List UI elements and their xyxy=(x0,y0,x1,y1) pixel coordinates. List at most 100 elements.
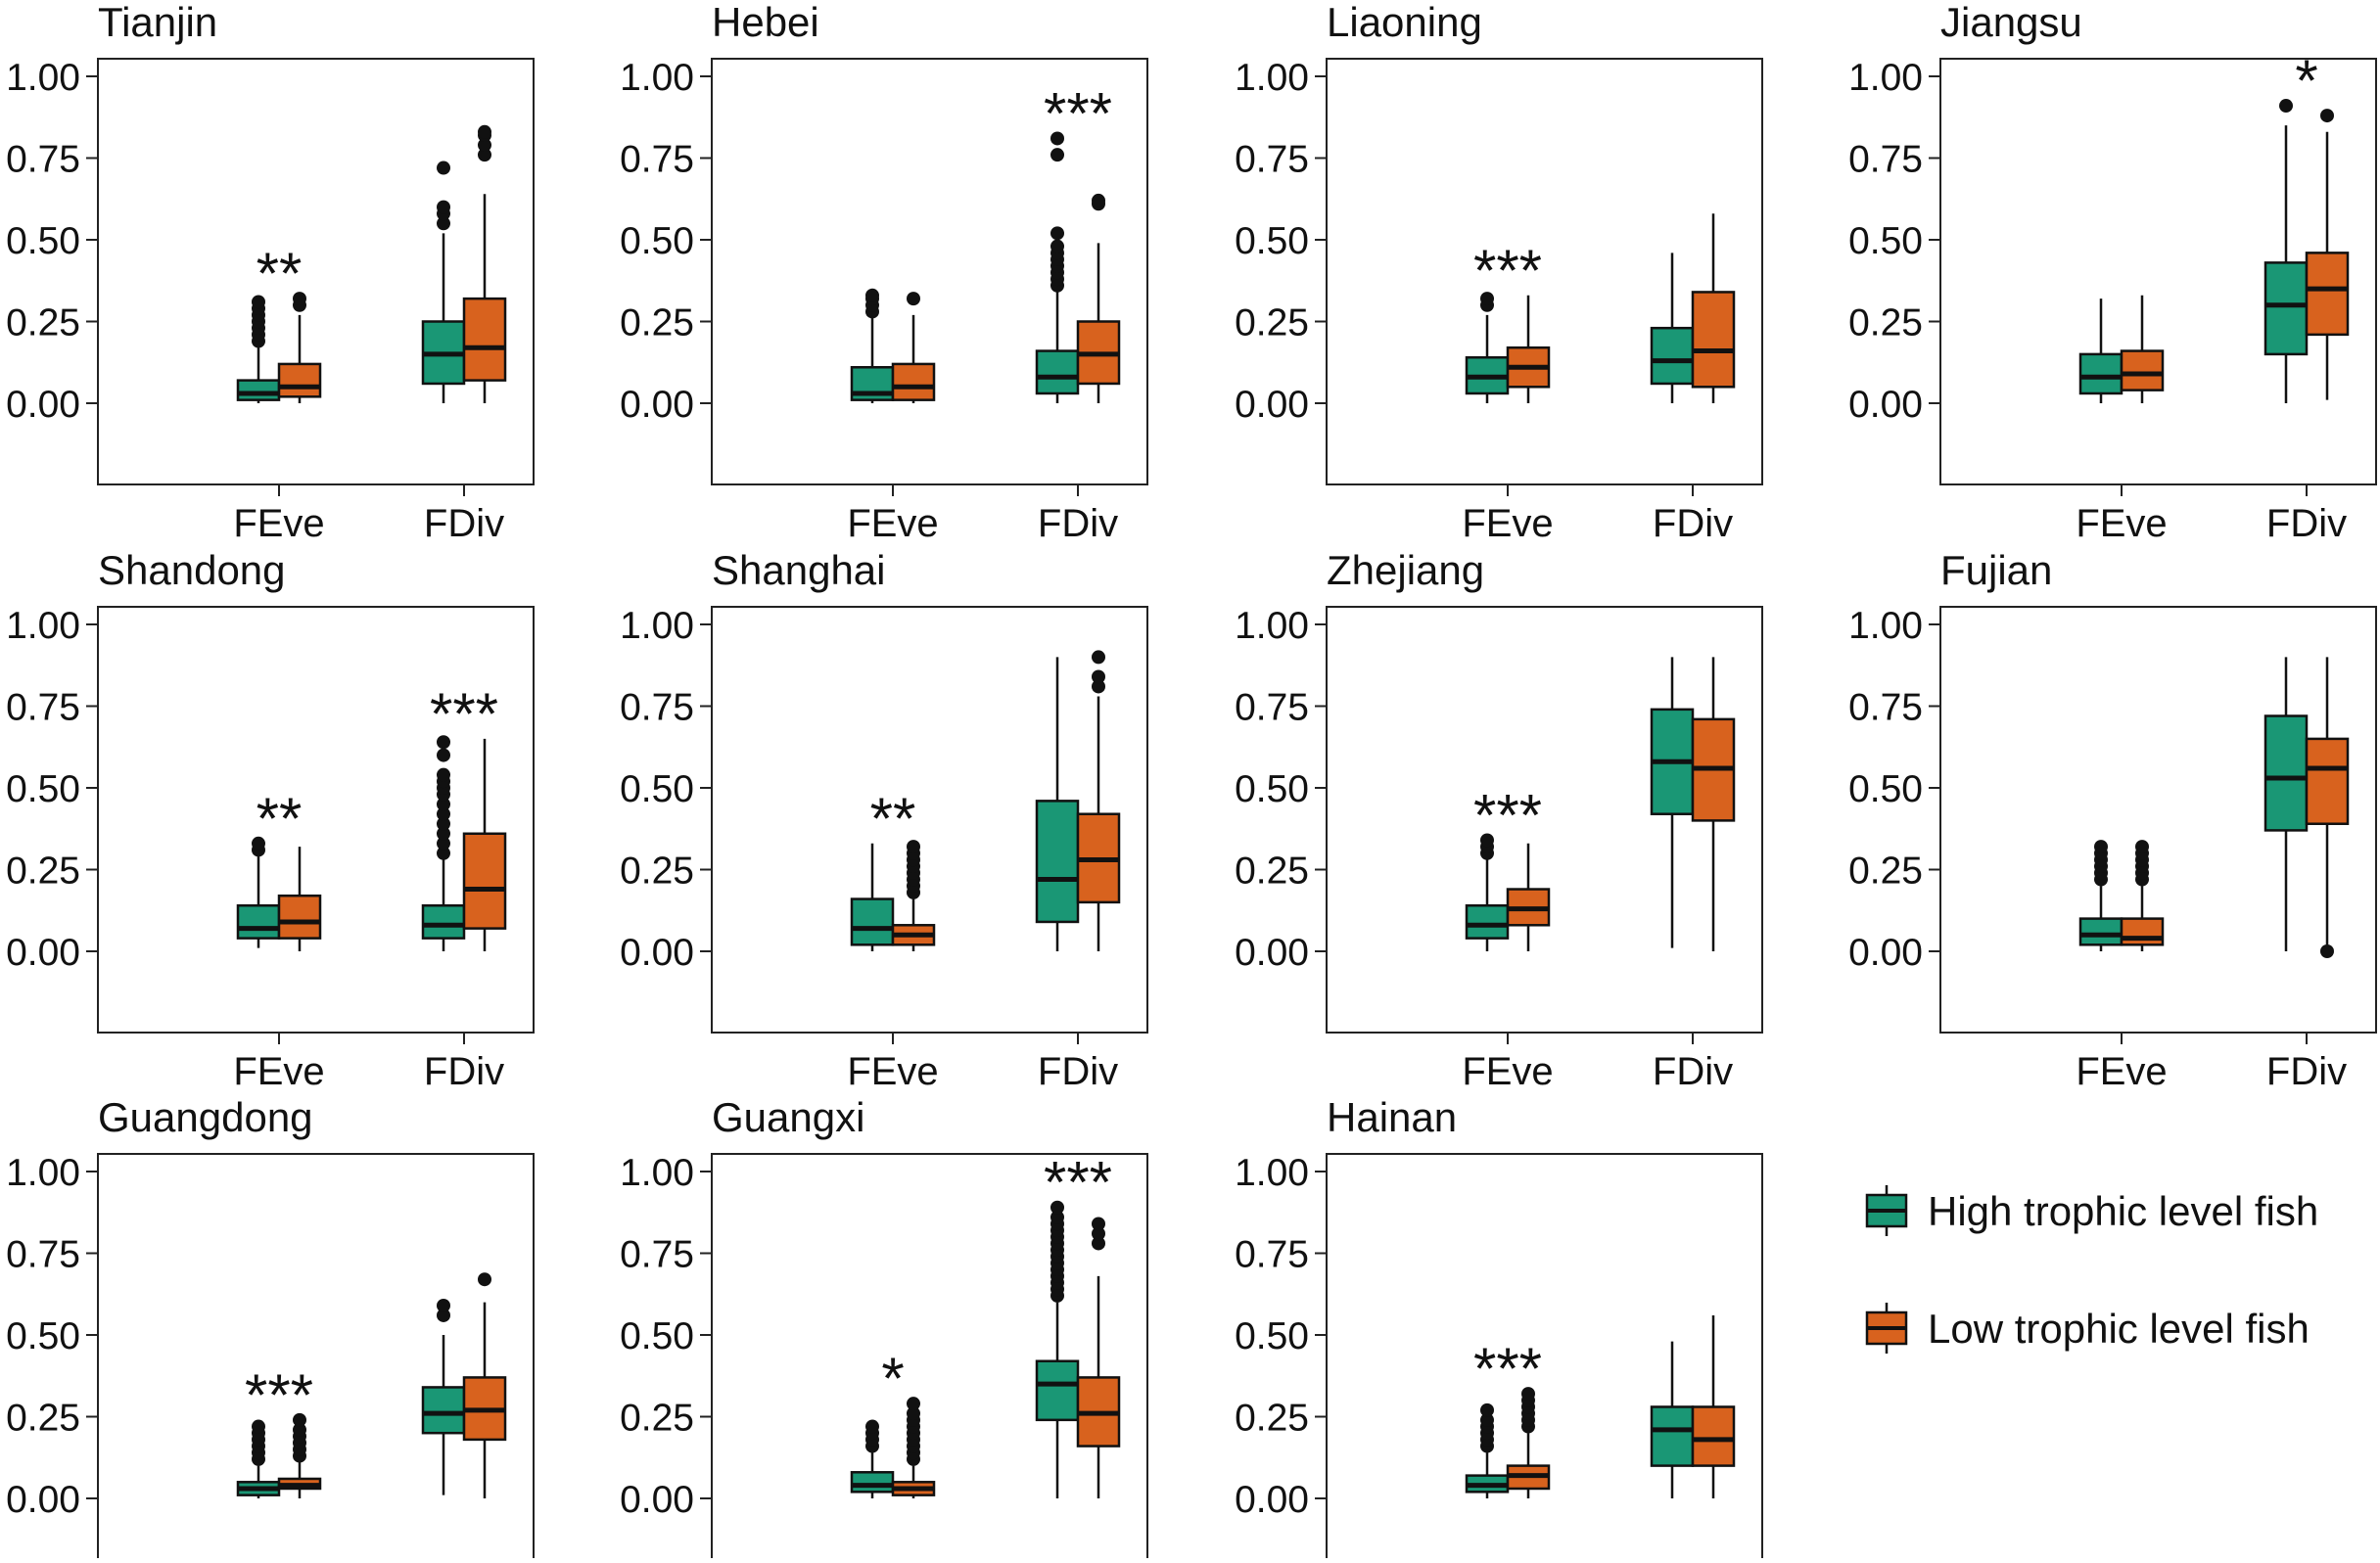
y-tick-label: 0.50 xyxy=(1235,768,1309,810)
box-low-feve xyxy=(2120,840,2165,951)
y-tick-label: 0.00 xyxy=(1848,932,1923,974)
y-tick-label: 0.50 xyxy=(1848,768,1923,810)
outlier-point xyxy=(437,816,450,831)
y-tick-label: 0.25 xyxy=(1235,1398,1309,1440)
x-tick-label: FEve xyxy=(847,502,938,545)
box-low-feve xyxy=(891,840,936,951)
y-tick-label: 0.25 xyxy=(1235,302,1309,345)
outlier-point xyxy=(437,846,450,860)
box-iqr xyxy=(421,1386,466,1435)
panel-hebei: Hebei 0.00 0.25 0.50 0.75 1.00 FEve FDiv *** xyxy=(620,0,1148,545)
plot-frame xyxy=(1326,58,1763,485)
outlier-point xyxy=(2135,840,2149,854)
box-high-feve xyxy=(850,1419,895,1498)
plot-frame xyxy=(1326,1153,1763,1563)
box-high-feve xyxy=(1465,1402,1510,1498)
significance-label: *** xyxy=(1473,1336,1542,1402)
box-iqr xyxy=(277,894,322,940)
y-tick-label: 0.00 xyxy=(1848,384,1923,426)
panel-fujian: Fujian 0.00 0.25 0.50 0.75 1.00 FEve FDiv xyxy=(1848,547,2377,1093)
box-low-feve xyxy=(277,292,322,403)
y-tick-label: 0.25 xyxy=(620,1398,694,1440)
outlier-point xyxy=(1480,1412,1494,1427)
outlier-point xyxy=(478,124,491,139)
significance-label: *** xyxy=(1044,80,1112,146)
y-tick-label: 0.25 xyxy=(1235,850,1309,893)
y-tick-label: 1.00 xyxy=(6,605,80,647)
box-high-fdiv xyxy=(2263,657,2309,951)
outlier-point xyxy=(1092,1236,1105,1251)
outlier-point xyxy=(437,767,450,782)
box-low-feve xyxy=(1506,1387,1551,1498)
y-tick-label: 0.25 xyxy=(1848,850,1923,893)
outlier-point xyxy=(1092,1226,1105,1241)
outlier-point xyxy=(1050,1200,1064,1215)
box-high-feve xyxy=(850,843,895,951)
outlier-point xyxy=(2320,944,2334,958)
y-tick-label: 0.75 xyxy=(620,139,694,181)
significance-label: ** xyxy=(870,786,916,851)
y-tick-label: 1.00 xyxy=(6,1152,80,1194)
outlier-point xyxy=(1092,1217,1105,1231)
box-iqr xyxy=(2078,917,2123,946)
y-tick-label: 0.75 xyxy=(620,1234,694,1276)
box-high-feve xyxy=(2078,840,2123,951)
x-tick-label: FDiv xyxy=(1653,1050,1733,1093)
box-iqr xyxy=(2305,252,2350,337)
outlier-point xyxy=(1050,131,1064,146)
box-iqr xyxy=(2263,714,2309,832)
panel-liaoning: Liaoning 0.00 0.25 0.50 0.75 1.00 FEve FDiv *** xyxy=(1235,0,1763,545)
outlier-point xyxy=(252,836,265,850)
y-tick-label: 0.75 xyxy=(6,687,80,729)
panel-title: Zhejiang xyxy=(1327,547,1484,593)
x-tick-label: FDiv xyxy=(2266,502,2347,545)
box-iqr xyxy=(1650,326,1695,386)
outlier-point xyxy=(437,735,450,750)
outlier-point xyxy=(293,292,306,306)
significance-label: *** xyxy=(1044,1150,1112,1216)
box-iqr xyxy=(1691,291,1736,389)
box-high-fdiv xyxy=(421,161,466,403)
box-low-feve xyxy=(277,847,322,951)
box-low-feve xyxy=(1506,295,1551,403)
y-tick-label: 1.00 xyxy=(1848,57,1923,99)
y-tick-label: 0.00 xyxy=(6,932,80,974)
significance-label: * xyxy=(881,1346,904,1411)
significance-label: ** xyxy=(257,241,303,306)
box-iqr xyxy=(236,379,281,401)
box-low-feve xyxy=(891,292,936,403)
y-tick-label: 1.00 xyxy=(1235,605,1309,647)
outlier-point xyxy=(2320,109,2334,123)
significance-label: *** xyxy=(430,681,498,747)
box-iqr xyxy=(850,1471,895,1494)
box-iqr xyxy=(2120,349,2165,391)
y-tick-label: 0.25 xyxy=(6,1398,80,1440)
box-high-feve xyxy=(2078,299,2123,403)
y-tick-label: 0.50 xyxy=(6,1315,80,1357)
box-high-feve xyxy=(850,288,895,403)
x-tick-label: FDiv xyxy=(1038,1050,1118,1093)
significance-label: *** xyxy=(1473,782,1542,848)
outlier-point xyxy=(1480,292,1494,306)
panel-title: Hebei xyxy=(712,0,819,45)
y-tick-label: 1.00 xyxy=(620,1152,694,1194)
box-low-feve xyxy=(277,1412,322,1498)
box-iqr xyxy=(2120,917,2165,946)
outlier-point xyxy=(1050,148,1064,162)
box-high-fdiv xyxy=(421,735,466,951)
y-tick-label: 0.00 xyxy=(620,384,694,426)
plot-frame xyxy=(97,58,535,485)
box-high-fdiv xyxy=(1035,131,1080,403)
outlier-point xyxy=(437,1308,450,1322)
outlier-point xyxy=(1050,226,1064,241)
x-tick-label: FEve xyxy=(1462,1050,1553,1093)
y-tick-label: 0.00 xyxy=(1235,384,1309,426)
box-low-feve xyxy=(891,1397,936,1498)
y-tick-label: 0.50 xyxy=(1848,220,1923,262)
y-tick-label: 0.50 xyxy=(620,768,694,810)
outlier-point xyxy=(478,1272,491,1287)
